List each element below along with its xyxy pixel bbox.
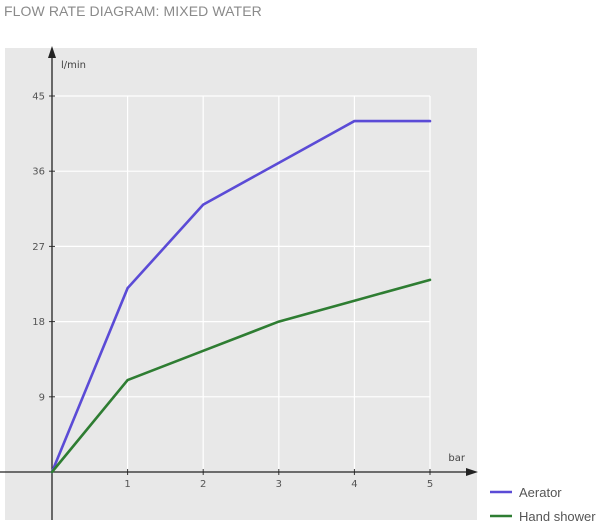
x-tick-label: 3 xyxy=(276,479,282,490)
grid-lines xyxy=(52,95,431,472)
x-tick-label: 2 xyxy=(200,479,206,490)
series-line-aerator xyxy=(50,119,432,474)
y-tick-label: 45 xyxy=(32,92,45,103)
y-tick-label: 18 xyxy=(32,317,45,328)
series-lines xyxy=(50,119,432,474)
series-line-hand-shower xyxy=(50,278,432,474)
x-axis-arrow xyxy=(466,468,478,476)
legend: Aerator Hand shower xyxy=(490,485,596,524)
chart-title: FLOW RATE DIAGRAM: MIXED WATER xyxy=(4,3,262,19)
legend-label: Hand shower xyxy=(519,509,596,524)
x-tick-label: 4 xyxy=(351,479,357,490)
x-tick-label: 5 xyxy=(427,479,433,490)
x-axis-label: bar xyxy=(448,453,465,464)
y-axis-label: l/min xyxy=(61,60,86,71)
axes xyxy=(0,46,478,520)
y-tick-label: 36 xyxy=(32,167,45,178)
y-tick-label: 9 xyxy=(39,392,45,403)
plot-background xyxy=(5,48,477,520)
y-axis-arrow xyxy=(48,46,56,58)
legend-label: Aerator xyxy=(519,485,562,500)
y-tick-label: 27 xyxy=(32,242,45,253)
x-tick-label: 1 xyxy=(124,479,130,490)
